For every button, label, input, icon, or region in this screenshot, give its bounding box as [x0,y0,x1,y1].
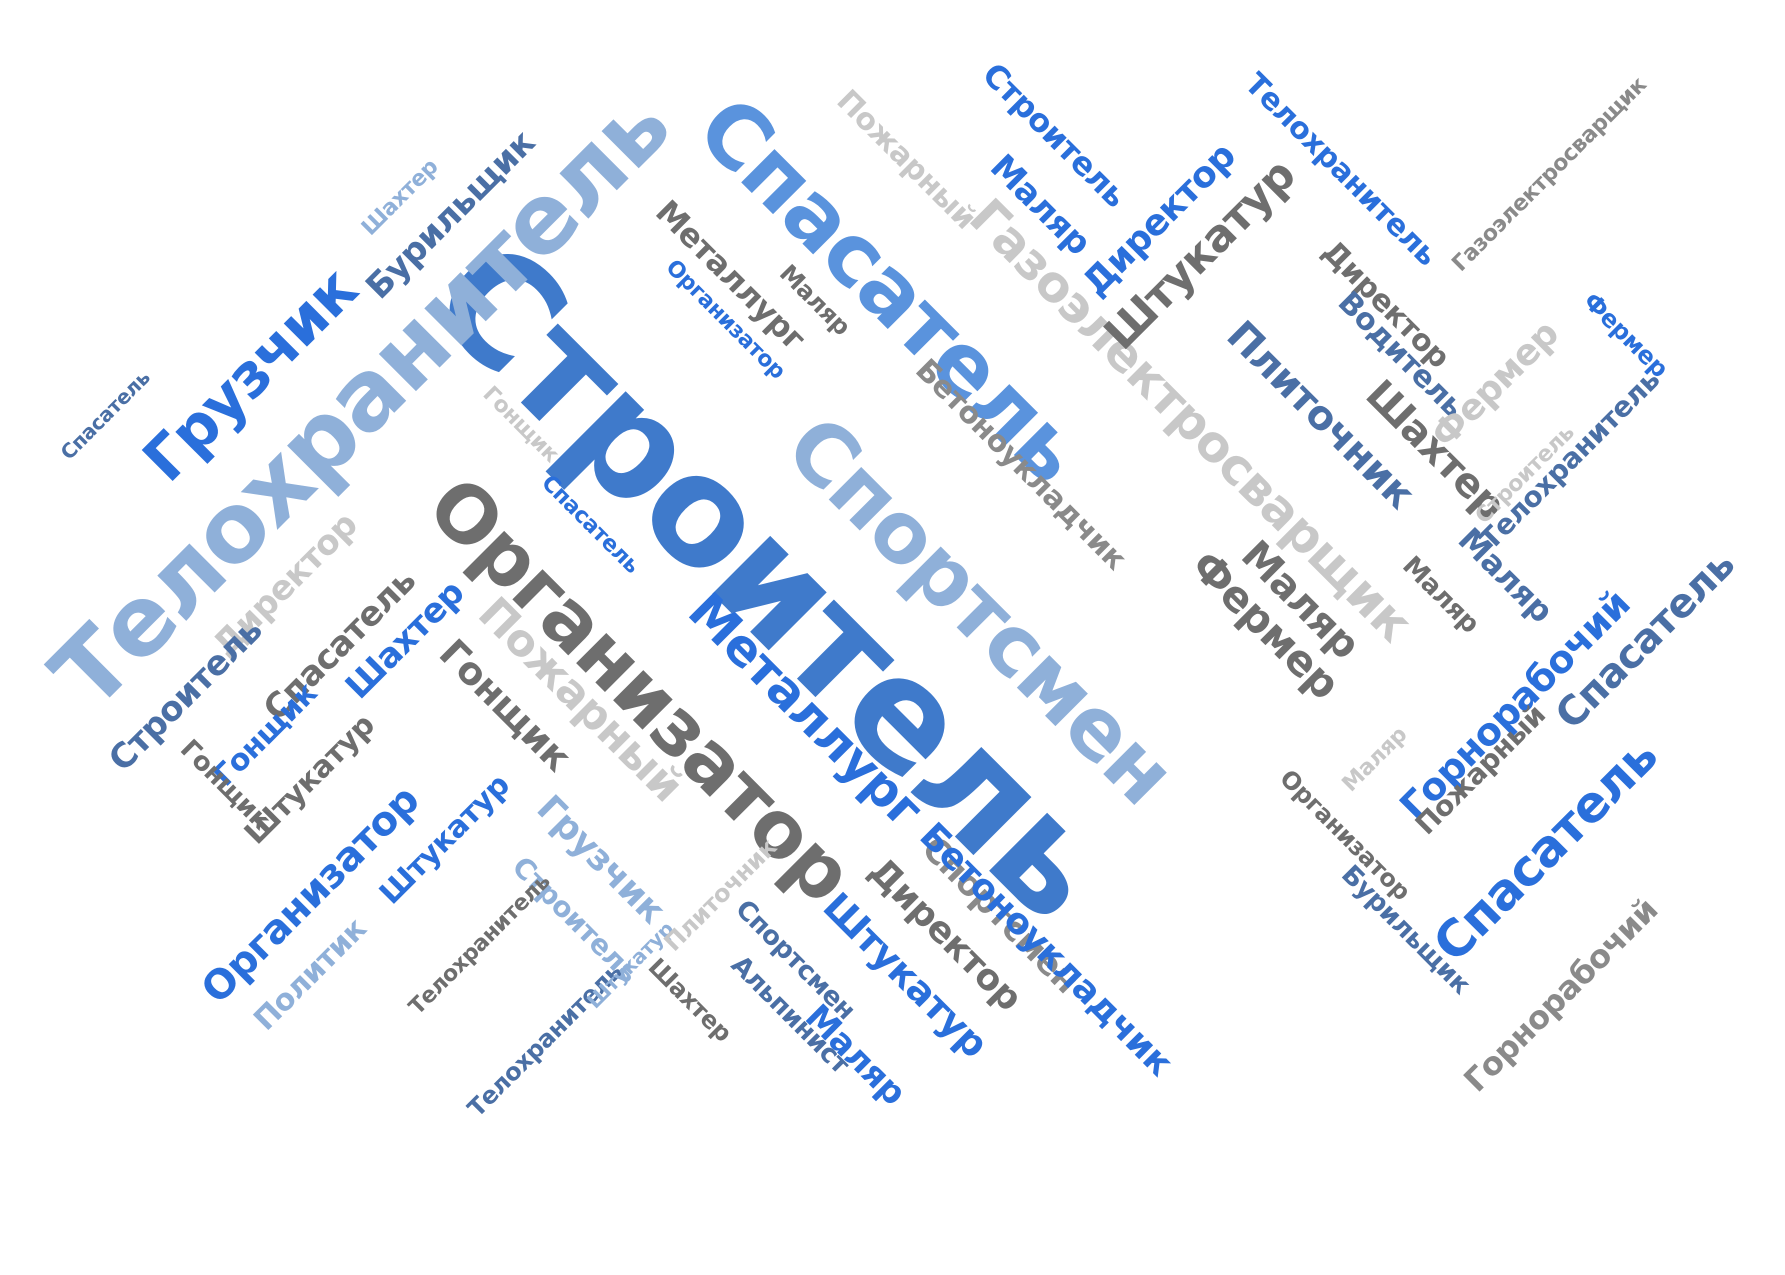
word-64: Маляр [1337,722,1412,797]
word-55: Шахтер [642,952,738,1048]
word-52: Телохранитель [403,869,555,1021]
word-25: Фермер [1577,287,1674,383]
word-19: Газоэлектросварщик [1447,72,1652,277]
